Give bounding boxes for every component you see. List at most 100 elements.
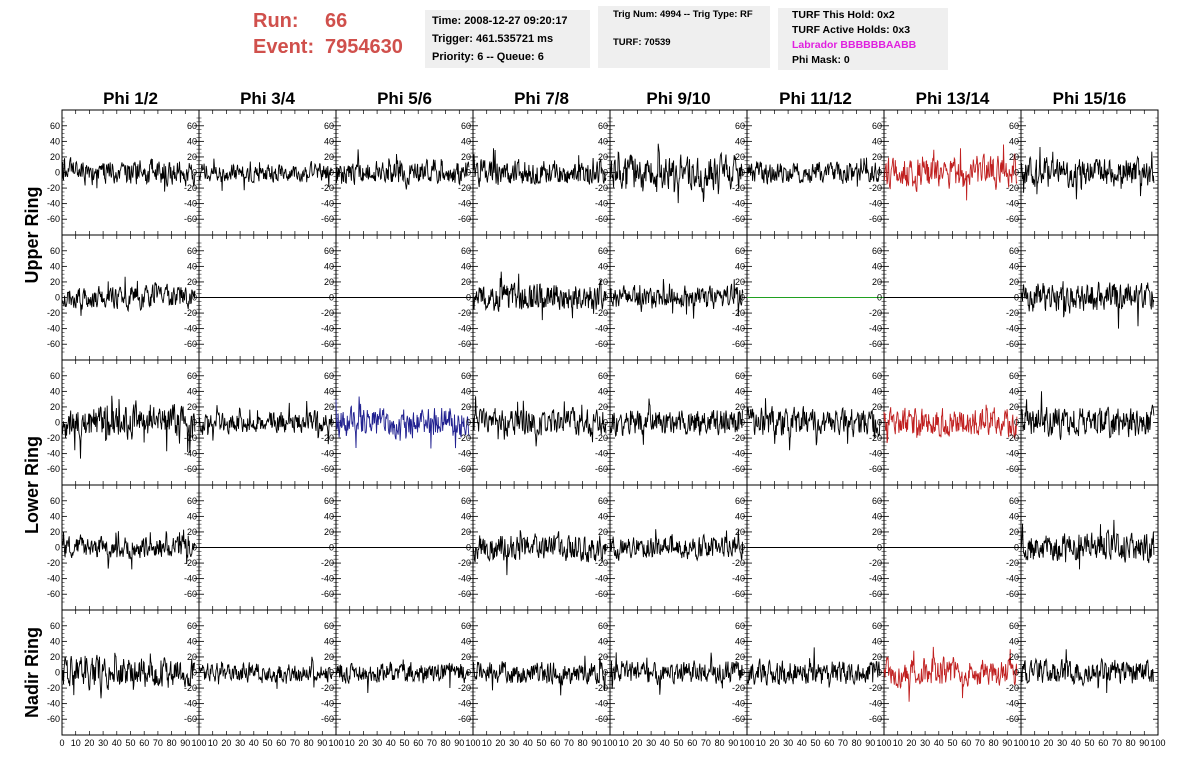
- y-tick-label: -20: [595, 558, 608, 568]
- y-tick-label: -60: [184, 214, 197, 224]
- y-tick-label: 40: [598, 261, 608, 271]
- y-tick-label: 20: [461, 402, 471, 412]
- y-tick-label: -60: [321, 339, 334, 349]
- panel-frame: [1020, 109, 1159, 236]
- y-tick-label: 60: [735, 121, 745, 131]
- x-tick-label: 40: [660, 738, 670, 748]
- column-header: Phi 11/12: [779, 89, 852, 108]
- x-tick-label: 50: [810, 738, 820, 748]
- y-tick-label: -60: [47, 464, 60, 474]
- y-tick-label: -20: [869, 558, 882, 568]
- y-tick-label: -40: [732, 449, 745, 459]
- y-tick-label: -60: [595, 714, 608, 724]
- x-tick-label: 30: [1057, 738, 1067, 748]
- y-tick-label: 20: [598, 652, 608, 662]
- x-tick-label: 50: [399, 738, 409, 748]
- ring-label: Upper Ring: [22, 187, 42, 284]
- y-tick-label: -40: [47, 199, 60, 209]
- waveform-trace: [883, 144, 1018, 201]
- y-tick-label: -40: [184, 699, 197, 709]
- y-tick-label: 60: [50, 121, 60, 131]
- x-tick-label: 60: [824, 738, 834, 748]
- y-tick-label: 40: [735, 136, 745, 146]
- x-tick-label: 40: [934, 738, 944, 748]
- x-tick-label: 100: [739, 738, 754, 748]
- waveform-trace: [609, 652, 744, 695]
- y-tick-label: -20: [732, 433, 745, 443]
- waveform-trace: [335, 659, 470, 694]
- y-tick-label: 20: [187, 277, 197, 287]
- y-tick-label: 0: [1014, 668, 1019, 678]
- y-tick-label: 40: [50, 261, 60, 271]
- phi-mask-text: Phi Mask: 0: [792, 54, 850, 66]
- y-tick-label: -40: [321, 574, 334, 584]
- y-tick-label: 60: [1009, 621, 1019, 631]
- y-tick-label: 60: [187, 246, 197, 256]
- y-tick-label: 0: [466, 668, 471, 678]
- y-tick-label: -20: [321, 558, 334, 568]
- y-tick-label: -60: [732, 464, 745, 474]
- x-tick-label: 70: [838, 738, 848, 748]
- waveform-trace: [883, 404, 1018, 444]
- y-tick-label: 40: [324, 261, 334, 271]
- y-tick-label: 60: [461, 621, 471, 631]
- y-tick-label: 20: [872, 402, 882, 412]
- y-tick-label: 20: [50, 277, 60, 287]
- y-tick-label: 40: [598, 636, 608, 646]
- run-row: Run: 66: [253, 8, 403, 34]
- y-tick-label: -20: [732, 308, 745, 318]
- waveform-trace: [609, 278, 744, 319]
- trig-info-box: Trig Num: 4994 -- Trig Type: RF TURF: 70…: [598, 6, 770, 68]
- y-tick-label: 0: [192, 168, 197, 178]
- y-tick-label: 20: [50, 402, 60, 412]
- y-tick-label: 0: [192, 293, 197, 303]
- x-tick-label: 70: [427, 738, 437, 748]
- y-tick-label: 60: [598, 246, 608, 256]
- y-tick-label: 0: [1014, 293, 1019, 303]
- y-tick-label: -60: [732, 714, 745, 724]
- y-tick-label: 20: [461, 277, 471, 287]
- waveform-trace: [1020, 649, 1155, 694]
- y-tick-label: 60: [598, 121, 608, 131]
- y-tick-label: -20: [458, 308, 471, 318]
- y-tick-label: -20: [321, 183, 334, 193]
- y-tick-label: -40: [47, 324, 60, 334]
- y-tick-label: 0: [466, 168, 471, 178]
- y-tick-label: 40: [461, 261, 471, 271]
- x-tick-label: 60: [139, 738, 149, 748]
- y-tick-label: 40: [461, 636, 471, 646]
- y-tick-label: 20: [187, 152, 197, 162]
- y-tick-label: 0: [877, 543, 882, 553]
- x-tick-label: 90: [1139, 738, 1149, 748]
- y-tick-label: -60: [732, 339, 745, 349]
- y-tick-label: -60: [458, 339, 471, 349]
- y-tick-label: 60: [872, 371, 882, 381]
- y-tick-label: 0: [466, 293, 471, 303]
- x-tick-label: 60: [550, 738, 560, 748]
- y-tick-label: -40: [869, 449, 882, 459]
- x-tick-label: 0: [59, 738, 64, 748]
- y-tick-label: -40: [184, 574, 197, 584]
- trig-num-text: Trig Num: 4994 -- Trig Type: RF: [613, 9, 753, 20]
- waveform-trace: [1020, 519, 1155, 570]
- y-tick-label: -20: [1006, 183, 1019, 193]
- y-tick-label: 60: [461, 121, 471, 131]
- y-tick-label: 20: [735, 152, 745, 162]
- y-tick-label: 0: [466, 418, 471, 428]
- column-header: Phi 3/4: [240, 89, 295, 108]
- x-tick-label: 50: [1084, 738, 1094, 748]
- y-tick-label: 0: [603, 168, 608, 178]
- y-tick-label: -40: [732, 324, 745, 334]
- waveform-trace: [472, 271, 607, 321]
- y-tick-label: 0: [329, 668, 334, 678]
- y-tick-label: 60: [50, 621, 60, 631]
- column-header: Phi 13/14: [916, 89, 990, 108]
- y-tick-label: 60: [598, 496, 608, 506]
- x-tick-label: 100: [191, 738, 206, 748]
- x-tick-label: 20: [495, 738, 505, 748]
- y-tick-label: 40: [50, 136, 60, 146]
- y-tick-label: -40: [732, 199, 745, 209]
- y-tick-label: 40: [1009, 511, 1019, 521]
- x-tick-label: 40: [797, 738, 807, 748]
- waveform-trace: [335, 149, 470, 190]
